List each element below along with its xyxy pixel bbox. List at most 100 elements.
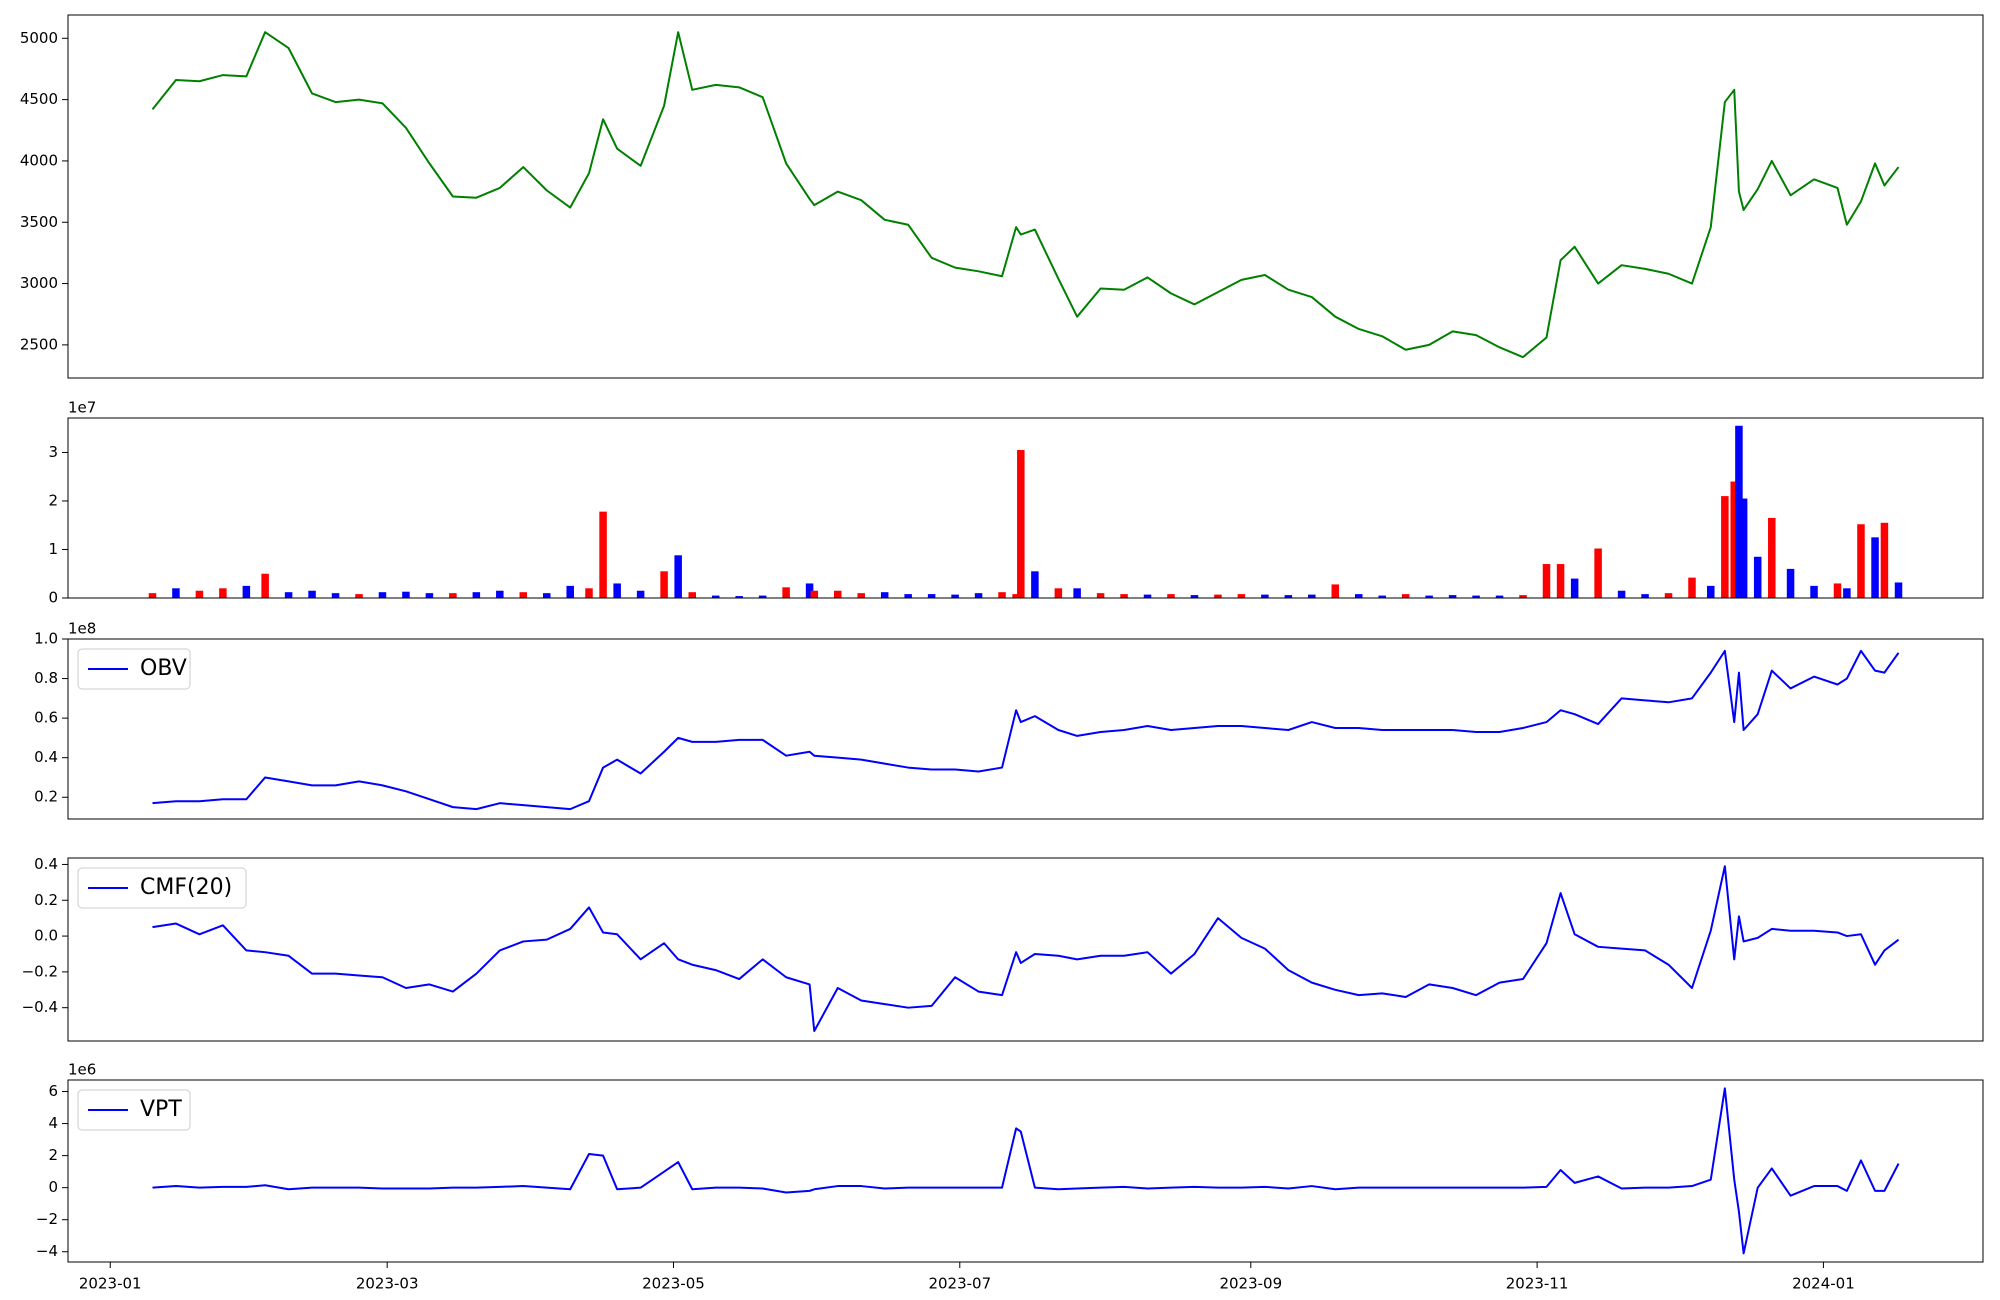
- bar: [904, 594, 912, 598]
- bar: [1542, 564, 1551, 598]
- bar: [1017, 450, 1025, 598]
- bar: [1810, 585, 1818, 598]
- bar: [148, 593, 157, 598]
- bar: [1120, 594, 1128, 598]
- bar: [711, 595, 720, 598]
- y-tick-label: −4: [36, 1242, 58, 1260]
- bar: [195, 590, 204, 598]
- axes-frame: [67, 417, 1984, 599]
- bar: [1073, 588, 1081, 598]
- bar: [1401, 594, 1410, 598]
- bar: [1261, 594, 1269, 598]
- bar: [1786, 568, 1795, 598]
- bar: [974, 593, 983, 598]
- offset-text: 1e6: [68, 1061, 96, 1079]
- bar: [1214, 594, 1222, 598]
- bar: [284, 592, 293, 598]
- y-tick-label: 1.0: [34, 630, 58, 648]
- bar: [613, 583, 621, 598]
- line-series: [152, 865, 1900, 1032]
- bar: [927, 594, 936, 598]
- y-tick-label: 0: [48, 1178, 58, 1196]
- y-tick-label: 0.6: [34, 709, 58, 727]
- bar: [805, 583, 814, 598]
- bar: [585, 588, 593, 598]
- bar: [688, 592, 697, 598]
- bar: [402, 591, 410, 598]
- bar: [735, 596, 743, 598]
- y-tick-label: 0.8: [34, 669, 58, 687]
- bar: [1556, 564, 1565, 598]
- bar: [1331, 584, 1340, 598]
- bar: [1570, 578, 1579, 598]
- bar: [1519, 595, 1527, 598]
- y-tick-label: 4000: [20, 151, 58, 169]
- y-tick-label: 3500: [20, 213, 58, 231]
- y-tick-label: 0.4: [34, 855, 58, 873]
- bar: [810, 590, 819, 598]
- offset-text: 1e8: [68, 620, 96, 638]
- bar: [1768, 517, 1776, 598]
- bar: [1284, 595, 1293, 598]
- bar: [1753, 556, 1762, 598]
- bar: [1688, 577, 1696, 598]
- offset-text: 1e7: [68, 399, 96, 417]
- bar: [1664, 593, 1673, 598]
- line-series: [152, 649, 1900, 811]
- bar: [1378, 595, 1386, 598]
- x-tick-label: 2023-03: [356, 1275, 419, 1293]
- bar: [834, 590, 842, 598]
- y-tick-label: 2: [48, 491, 58, 509]
- bar: [1641, 594, 1649, 598]
- y-tick-label: 0.2: [34, 788, 58, 806]
- legend-label: VPT: [140, 1097, 182, 1122]
- bar: [1425, 595, 1433, 598]
- bar: [425, 593, 434, 598]
- bar: [542, 593, 551, 598]
- y-tick-label: 2: [48, 1146, 58, 1164]
- y-tick-label: 0.2: [34, 891, 58, 909]
- y-tick-label: 3: [48, 443, 58, 461]
- bar: [1308, 594, 1316, 598]
- legend-label: CMF(20): [140, 875, 232, 900]
- legend-box: [77, 1089, 191, 1131]
- bar: [998, 592, 1006, 598]
- y-tick-label: 5000: [20, 29, 58, 47]
- bar: [880, 592, 889, 598]
- bar: [566, 585, 574, 598]
- bar: [1031, 571, 1039, 598]
- bar: [1495, 595, 1504, 598]
- bar: [331, 593, 340, 598]
- y-tick-label: 1: [48, 540, 58, 558]
- y-tick-label: 0.4: [34, 748, 58, 766]
- bar: [1594, 548, 1602, 598]
- bar: [496, 590, 504, 598]
- bar: [1735, 425, 1743, 598]
- bar: [1894, 582, 1903, 598]
- axes-frame: [67, 638, 1984, 820]
- bar: [1096, 593, 1105, 598]
- bar: [660, 571, 668, 598]
- y-tick-label: −0.4: [22, 998, 58, 1016]
- bar: [758, 595, 767, 598]
- line-series: [151, 31, 1900, 359]
- bar: [378, 592, 387, 598]
- x-tick-label: 2023-09: [1219, 1275, 1282, 1293]
- x-tick-label: 2024-01: [1792, 1275, 1855, 1293]
- bar: [1739, 498, 1748, 598]
- bar: [308, 590, 316, 598]
- x-tick-label: 2023-11: [1506, 1275, 1569, 1293]
- bar: [1237, 594, 1246, 598]
- y-tick-label: 6: [48, 1082, 58, 1100]
- axes-frame: [67, 1079, 1984, 1263]
- x-tick-label: 2023-07: [928, 1275, 991, 1293]
- bar: [1617, 590, 1626, 598]
- y-tick-label: 4: [48, 1114, 58, 1132]
- bar: [1730, 481, 1738, 598]
- y-tick-label: 0: [48, 589, 58, 607]
- bar: [1880, 522, 1889, 598]
- bar: [449, 593, 457, 598]
